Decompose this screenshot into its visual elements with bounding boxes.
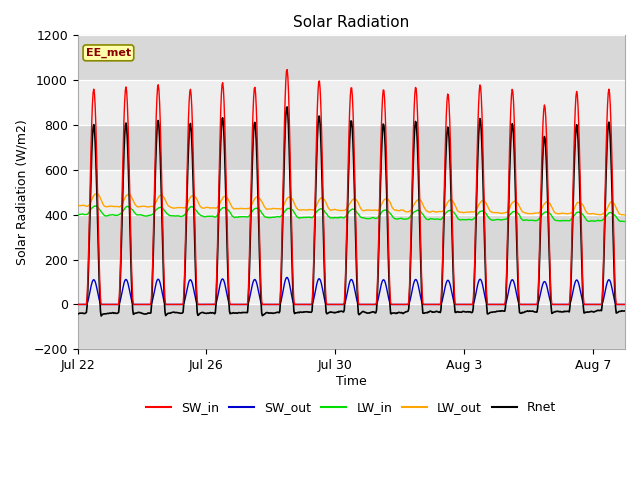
- LW_in: [493, 216, 500, 222]
- SW_in: [136, 301, 144, 307]
- LW_in: [74, 212, 81, 218]
- SW_out: [621, 301, 629, 307]
- Text: EE_met: EE_met: [86, 48, 131, 58]
- Legend: SW_in, SW_out, LW_in, LW_out, Rnet: SW_in, SW_out, LW_in, LW_out, Rnet: [141, 396, 561, 420]
- SW_out: [74, 301, 81, 307]
- SW_in: [148, 293, 156, 299]
- SW_in: [404, 301, 412, 307]
- LW_out: [404, 209, 412, 215]
- Line: SW_out: SW_out: [77, 277, 625, 304]
- Rnet: [74, 311, 81, 317]
- Rnet: [97, 313, 105, 319]
- LW_in: [92, 203, 100, 209]
- Title: Solar Radiation: Solar Radiation: [293, 15, 410, 30]
- LW_out: [74, 203, 81, 208]
- SW_out: [493, 301, 500, 307]
- Rnet: [621, 308, 629, 314]
- Bar: [77, 125, 625, 170]
- Rnet: [186, 131, 193, 136]
- SW_out: [184, 280, 192, 286]
- Rnet: [148, 287, 156, 292]
- LW_out: [621, 212, 629, 218]
- SW_in: [184, 116, 192, 121]
- LW_out: [493, 210, 500, 216]
- Rnet: [493, 309, 501, 314]
- SW_out: [148, 300, 156, 306]
- LW_out: [358, 207, 365, 213]
- SW_in: [284, 67, 291, 72]
- SW_in: [358, 301, 365, 307]
- LW_in: [137, 212, 145, 217]
- LW_out: [148, 204, 156, 209]
- Rnet: [358, 309, 366, 315]
- LW_in: [621, 218, 629, 224]
- LW_in: [358, 215, 365, 220]
- SW_in: [493, 301, 500, 307]
- LW_out: [92, 191, 100, 197]
- Bar: [77, 260, 625, 304]
- SW_in: [74, 301, 81, 307]
- Rnet: [137, 310, 145, 316]
- LW_in: [148, 212, 156, 217]
- Bar: [77, 304, 625, 349]
- Rnet: [284, 104, 291, 110]
- SW_out: [136, 301, 144, 307]
- Line: Rnet: Rnet: [77, 107, 625, 316]
- LW_in: [186, 205, 193, 211]
- Y-axis label: Solar Radiation (W/m2): Solar Radiation (W/m2): [15, 120, 28, 265]
- Bar: [77, 80, 625, 125]
- Line: LW_in: LW_in: [77, 206, 625, 221]
- Rnet: [405, 306, 413, 312]
- LW_out: [137, 204, 145, 209]
- SW_out: [284, 275, 291, 280]
- SW_out: [358, 301, 365, 307]
- LW_out: [186, 197, 193, 203]
- Line: LW_out: LW_out: [77, 194, 625, 215]
- SW_out: [404, 301, 412, 307]
- SW_in: [621, 301, 629, 307]
- Line: SW_in: SW_in: [77, 70, 625, 304]
- X-axis label: Time: Time: [336, 375, 367, 388]
- Bar: [77, 215, 625, 260]
- Bar: [77, 36, 625, 80]
- Bar: [77, 170, 625, 215]
- LW_in: [404, 216, 412, 222]
